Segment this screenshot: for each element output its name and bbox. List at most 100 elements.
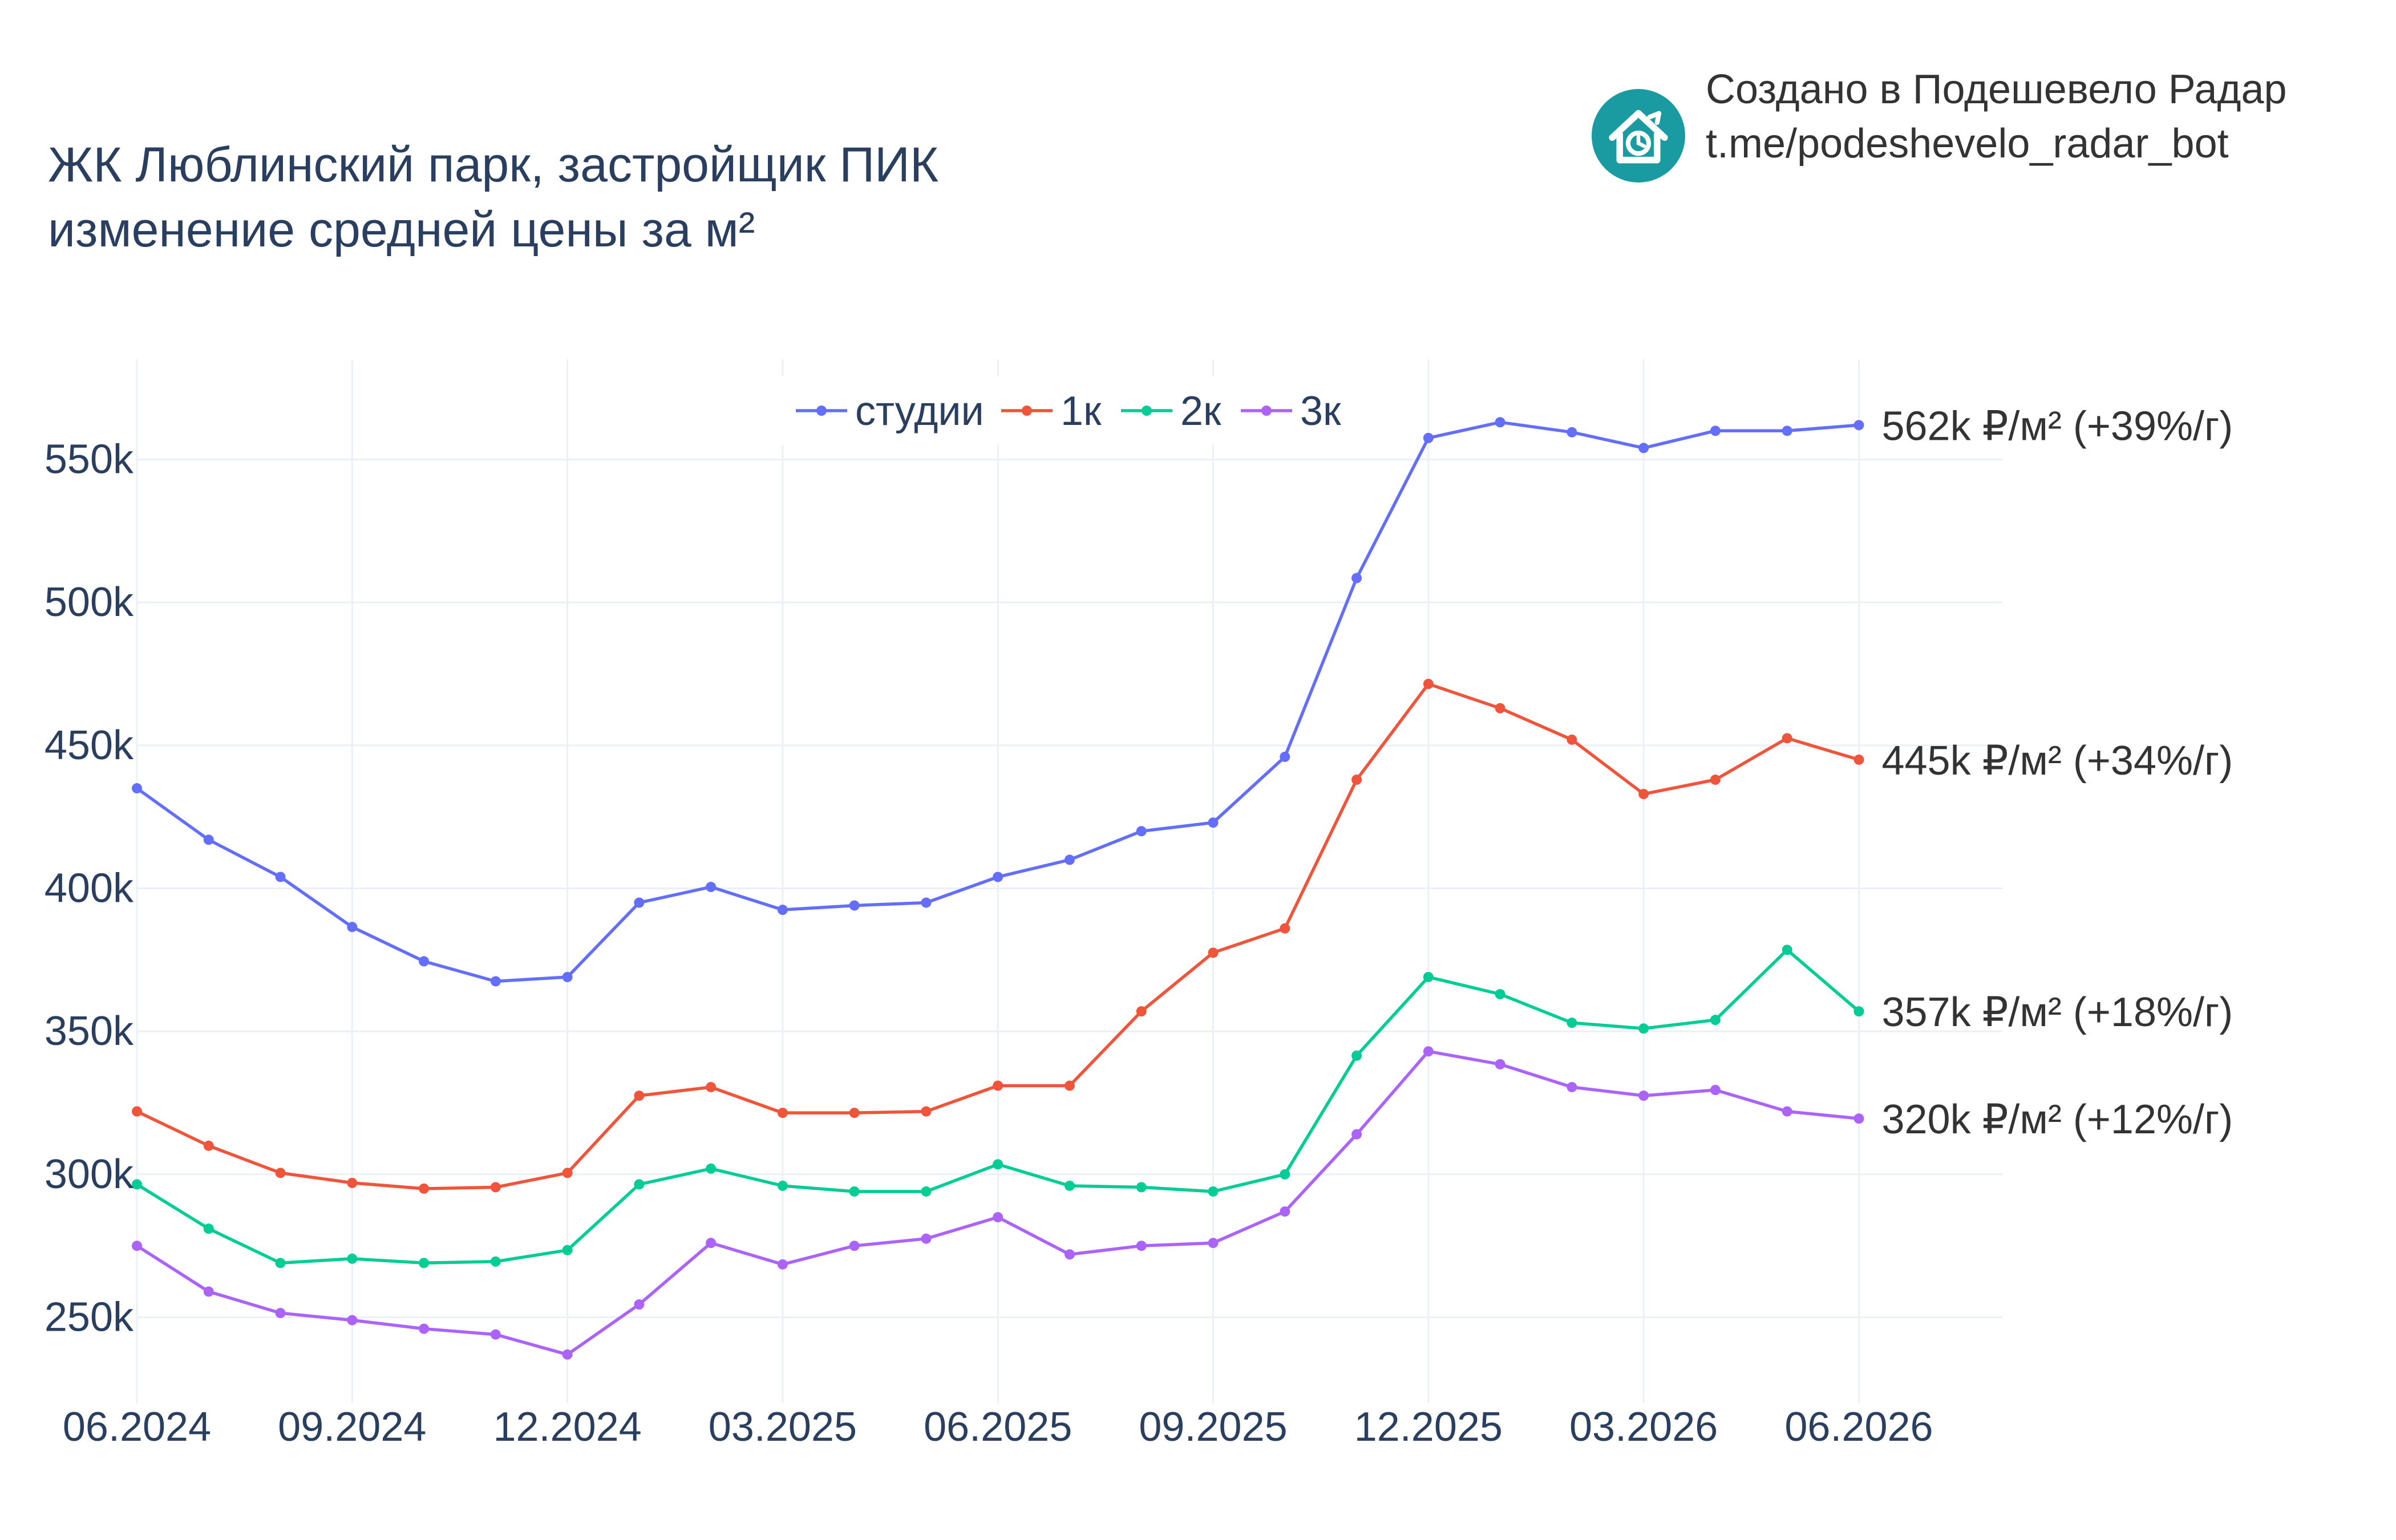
data-point: [1351, 775, 1362, 785]
legend-label: 3к: [1300, 388, 1341, 434]
data-point: [1351, 1050, 1362, 1061]
data-point: [275, 1258, 286, 1269]
data-point: [562, 1168, 573, 1178]
data-point: [1280, 1206, 1290, 1217]
series-студии: [132, 417, 1864, 987]
legend-item: 1к: [1001, 388, 1102, 434]
grid-lines: [136, 359, 2002, 1403]
data-point: [347, 1315, 358, 1326]
data-point: [634, 1091, 645, 1101]
chart-title: ЖК Люблинский парк, застройщик ПИК измен…: [48, 132, 938, 262]
series-end-label: 357k ₽/м² (+18%/г): [1881, 990, 2233, 1035]
x-tick-label: 09.2024: [278, 1404, 426, 1450]
legend-label: 1к: [1061, 388, 1102, 434]
data-point: [849, 1186, 860, 1197]
data-point: [1136, 1006, 1147, 1017]
credit-line2: t.me/podeshevelo_radar_bot: [1706, 121, 2229, 167]
data-point: [849, 900, 860, 911]
data-point: [203, 1140, 214, 1151]
data-point: [1567, 427, 1577, 437]
y-tick-label: 450k: [44, 723, 134, 768]
series-end-label: 562k ₽/м² (+39%/г): [1881, 403, 2233, 449]
series-end-labels: 562k ₽/м² (+39%/г) 445k ₽/м² (+34%/г) 357k…: [1881, 403, 2233, 1142]
data-point: [490, 976, 501, 987]
data-point: [777, 1108, 788, 1118]
data-point: [1065, 1180, 1075, 1191]
data-point: [1065, 854, 1075, 865]
series-end-label: 445k ₽/м² (+34%/г): [1881, 738, 2233, 784]
data-point: [993, 872, 1003, 882]
data-point: [706, 882, 717, 893]
x-tick-label: 09.2025: [1139, 1404, 1287, 1450]
data-point: [203, 1223, 214, 1234]
data-point: [1351, 1129, 1362, 1140]
legend-swatch-marker: [1142, 406, 1152, 416]
data-point: [275, 872, 286, 882]
data-point: [562, 1349, 573, 1360]
series-2к: [132, 945, 1864, 1269]
data-point: [634, 1179, 645, 1190]
legend: студии 1к 2к 3к: [776, 376, 1363, 445]
data-point: [1208, 817, 1219, 828]
data-point: [490, 1256, 501, 1267]
y-tick-label: 300k: [44, 1152, 134, 1197]
data-point: [1710, 425, 1721, 436]
y-tick-label: 550k: [44, 436, 134, 482]
x-tick-label: 12.2025: [1354, 1404, 1503, 1450]
data-point: [1495, 989, 1505, 1000]
data-point: [490, 1329, 501, 1340]
data-point: [490, 1182, 501, 1193]
data-point: [1136, 1182, 1147, 1193]
data-point: [1782, 945, 1792, 955]
y-tick-label: 350k: [44, 1008, 134, 1054]
data-point: [419, 1258, 430, 1269]
data-point: [1423, 1046, 1434, 1057]
data-point: [921, 1186, 932, 1197]
data-point: [203, 834, 214, 845]
y-axis-tick-labels: 250k 300k 350k 400k 450k 500k 550k: [44, 436, 134, 1340]
data-point: [1853, 1006, 1864, 1017]
x-tick-label: 06.2024: [63, 1404, 211, 1450]
legend-item: студии: [796, 388, 984, 434]
data-point: [1638, 1091, 1649, 1101]
data-point: [419, 956, 430, 967]
data-point: [706, 1163, 717, 1174]
legend-item: 2к: [1121, 388, 1221, 434]
data-point: [347, 1253, 358, 1264]
data-point: [1136, 1241, 1147, 1251]
data-point: [1065, 1080, 1075, 1091]
legend-item: 3к: [1241, 388, 1341, 434]
data-point: [777, 1180, 788, 1191]
x-tick-label: 06.2025: [924, 1404, 1072, 1450]
data-point: [1495, 703, 1505, 714]
data-point: [1638, 1023, 1649, 1034]
data-point: [275, 1308, 286, 1319]
series-layer: [132, 417, 1864, 1360]
data-point: [1782, 425, 1792, 436]
legend-swatch-marker: [1022, 406, 1032, 416]
legend-swatch-marker: [816, 406, 827, 416]
data-point: [1280, 1169, 1290, 1180]
series-1к: [132, 679, 1864, 1194]
x-tick-label: 03.2025: [709, 1404, 857, 1450]
data-point: [132, 1179, 142, 1190]
data-point: [634, 1299, 645, 1310]
data-point: [1423, 679, 1434, 690]
data-point: [1638, 443, 1649, 453]
y-tick-label: 500k: [44, 579, 134, 625]
x-axis-tick-labels: 06.2024 09.2024 12.2024 03.2025 06.2025 09.20…: [63, 1404, 1933, 1450]
data-point: [419, 1323, 430, 1334]
data-point: [203, 1286, 214, 1297]
data-point: [921, 1106, 932, 1117]
data-point: [275, 1168, 286, 1178]
data-point: [562, 1245, 573, 1255]
data-point: [1065, 1249, 1075, 1260]
legend-swatch-marker: [1261, 406, 1272, 416]
data-point: [1567, 734, 1577, 745]
data-point: [347, 922, 358, 933]
data-point: [347, 1177, 358, 1188]
data-point: [1853, 420, 1864, 431]
data-point: [1567, 1081, 1577, 1092]
data-point: [132, 1241, 142, 1251]
data-point: [993, 1212, 1003, 1223]
